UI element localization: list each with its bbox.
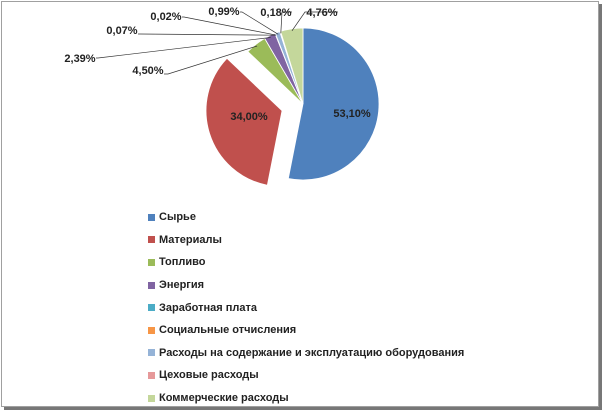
- data-label: 0,07%: [106, 25, 137, 37]
- data-label: 34,00%: [230, 111, 268, 123]
- legend-label: Топливо: [159, 256, 206, 269]
- data-label: 2,39%: [64, 53, 95, 65]
- leader-line: [182, 16, 277, 36]
- legend-label: Коммерческие расходы: [159, 392, 289, 405]
- data-labels: 53,10% 34,00% 4,50% 2,39% 0,07% 0,02% 0,99% 0,1…: [64, 6, 370, 123]
- leader-line: [138, 33, 276, 36]
- legend-swatch: [148, 236, 155, 244]
- legend-label: Цеховые расходы: [159, 369, 259, 382]
- legend-item: Цеховые расходы: [148, 364, 588, 387]
- data-label: 4,76%: [306, 7, 337, 19]
- legend-swatch: [148, 349, 155, 357]
- legend: Сырье Материалы Топливо Энергия Заработн…: [148, 206, 588, 409]
- leader-lines: [96, 11, 338, 75]
- data-label: 0,99%: [208, 6, 239, 18]
- leader-line: [240, 11, 279, 35]
- legend-label: Материалы: [159, 233, 222, 246]
- legend-swatch: [148, 281, 155, 289]
- data-label: 0,18%: [260, 7, 291, 19]
- legend-label: Сырье: [159, 211, 196, 224]
- legend-item: Топливо: [148, 251, 588, 274]
- legend-label: Энергия: [159, 279, 205, 292]
- legend-label: Социальные отчисления: [159, 324, 297, 337]
- legend-swatch: [148, 258, 155, 266]
- legend-label: Расходы на содержание и эксплуатацию обо…: [159, 346, 465, 359]
- legend-swatch: [148, 213, 155, 221]
- legend-swatch: [148, 326, 155, 334]
- legend-swatch: [148, 394, 155, 402]
- legend-item: Энергия: [148, 274, 588, 297]
- pie-slice: [287, 27, 380, 181]
- leader-line: [291, 11, 338, 32]
- leader-line: [164, 45, 258, 75]
- legend-swatch: [148, 371, 155, 379]
- legend-item: Материалы: [148, 229, 588, 252]
- legend-item: Расходы на содержание и эксплуатацию обо…: [148, 342, 588, 365]
- legend-swatch: [148, 304, 155, 312]
- leader-line: [280, 11, 292, 34]
- data-label: 4,50%: [132, 65, 163, 77]
- pie-slice: [205, 57, 283, 186]
- leader-line: [96, 37, 271, 59]
- legend-item: Заработная плата: [148, 296, 588, 319]
- legend-item: Коммерческие расходы: [148, 387, 588, 410]
- legend-label: Заработная плата: [159, 301, 257, 314]
- legend-item: Сырье: [148, 206, 588, 229]
- data-label: 53,10%: [333, 108, 371, 120]
- data-label: 0,02%: [150, 11, 181, 23]
- pie-slices: [205, 27, 380, 186]
- legend-item: Социальные отчисления: [148, 319, 588, 342]
